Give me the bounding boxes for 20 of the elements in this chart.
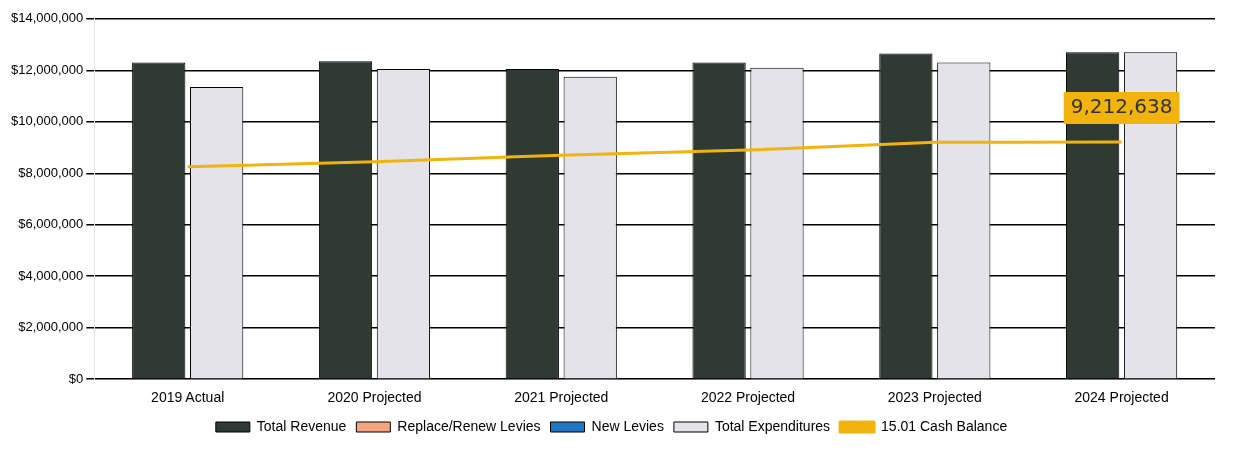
x-tick-label: 2019 Actual	[151, 389, 225, 406]
x-tick-label: 2024 Projected	[1074, 389, 1169, 406]
y-tick-label: $0	[68, 370, 84, 386]
x-tick-label: 2021 Projected	[514, 389, 609, 406]
legend-label: New Levies	[591, 417, 664, 434]
legend-label: Replace/Renew Levies	[397, 417, 541, 434]
x-tick-label: 2022 Projected	[700, 389, 796, 406]
y-tick-label: $12,000,000	[11, 61, 84, 77]
x-tick-label: 2020 Projected	[327, 389, 422, 406]
data-label: 9,212,638	[1070, 94, 1173, 119]
x-tick-label: 2023 Projected	[887, 389, 982, 406]
legend-label: 15.01 Cash Balance	[881, 417, 1008, 434]
y-tick-label: $10,000,000	[11, 113, 84, 129]
y-tick-label: $14,000,000	[11, 10, 84, 26]
y-tick-label: $2,000,000	[18, 319, 84, 335]
y-tick-label: $4,000,000	[18, 267, 84, 283]
y-tick-label: $6,000,000	[18, 216, 84, 232]
legend-label: Total Revenue	[256, 417, 347, 434]
y-tick-label: $8,000,000	[18, 164, 84, 180]
legend-label: Total Expenditures	[714, 417, 831, 434]
